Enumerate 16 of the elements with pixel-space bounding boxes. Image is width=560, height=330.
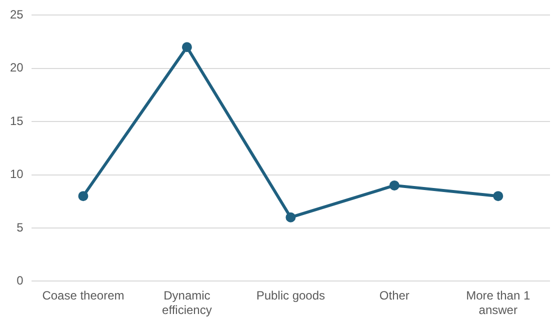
y-tick-label: 15 <box>10 114 24 128</box>
x-tick-label: Other <box>379 288 410 303</box>
x-tick-label: Coase theorem <box>42 288 124 303</box>
y-tick-label: 10 <box>10 167 24 182</box>
y-tick-label: 5 <box>16 220 24 234</box>
y-tick-label: 0 <box>16 274 24 288</box>
point <box>389 180 400 190</box>
point <box>493 191 504 202</box>
y-tick-label: 25 <box>10 8 24 22</box>
y-tick-label: 20 <box>10 60 24 75</box>
point <box>78 191 88 202</box>
point <box>182 42 192 52</box>
x-tick-label: Public goods <box>256 288 326 303</box>
point <box>286 212 296 222</box>
x-tick-label: More than 1 answer <box>466 288 530 318</box>
x-tick-label: Dynamic efficiency <box>162 288 212 318</box>
